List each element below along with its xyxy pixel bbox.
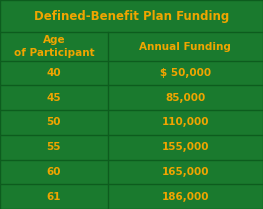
Text: 155,000: 155,000 — [162, 142, 209, 152]
Text: 61: 61 — [47, 192, 61, 202]
Text: Age
of Participant: Age of Participant — [14, 35, 94, 58]
Text: 60: 60 — [47, 167, 61, 177]
Text: $ 50,000: $ 50,000 — [160, 68, 211, 78]
Text: 186,000: 186,000 — [162, 192, 209, 202]
Text: 55: 55 — [47, 142, 61, 152]
Text: 45: 45 — [47, 93, 61, 103]
Text: 110,000: 110,000 — [162, 117, 209, 127]
Text: Defined-Benefit Plan Funding: Defined-Benefit Plan Funding — [34, 10, 229, 23]
Text: 50: 50 — [47, 117, 61, 127]
Text: 165,000: 165,000 — [162, 167, 209, 177]
Text: 85,000: 85,000 — [165, 93, 206, 103]
Text: 40: 40 — [47, 68, 61, 78]
Text: Annual Funding: Annual Funding — [139, 42, 231, 51]
